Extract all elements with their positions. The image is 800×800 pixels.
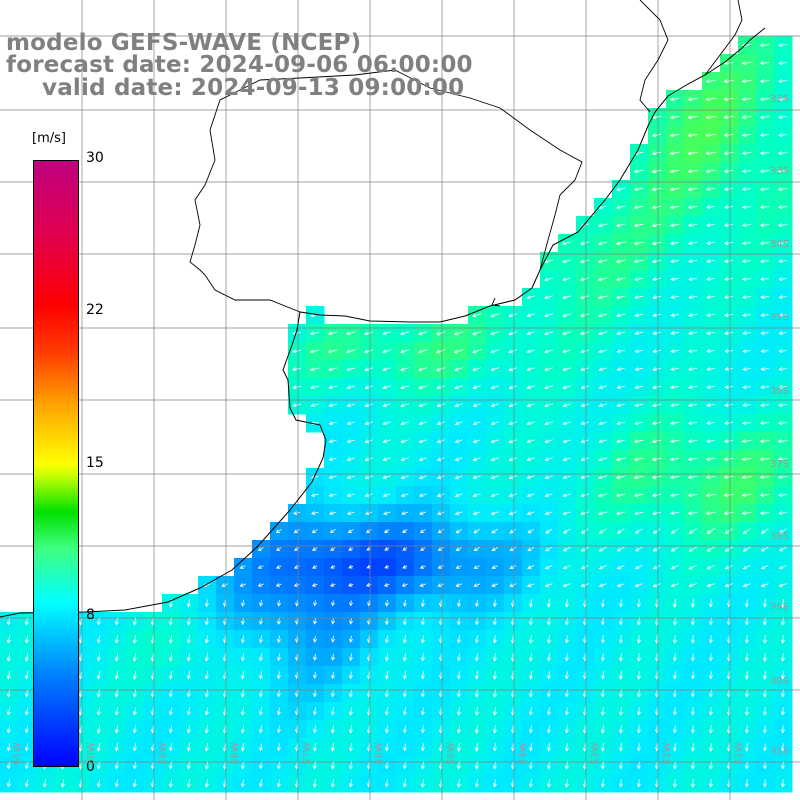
wind-speed-field (0, 36, 793, 793)
colorbar-tick-30: 30 (86, 150, 104, 166)
lat-label-36S: 36S (770, 386, 790, 397)
lat-label-38S: 38S (770, 531, 790, 542)
colorbar-tick-8: 8 (86, 607, 95, 623)
lon-label-59W: 59W (158, 742, 169, 765)
colorbar (33, 160, 79, 767)
valid-date: valid date: 2024-09-13 09:00:00 (42, 75, 465, 101)
lat-label-35S: 35S (770, 312, 790, 323)
lat-label-39S: 39S (770, 602, 790, 613)
colorbar-tick-15: 15 (86, 455, 104, 471)
lon-label-58W: 58W (230, 742, 241, 765)
coastline (0, 0, 766, 618)
lat-label-40S: 40S (770, 676, 790, 687)
colorbar-tick-0: 0 (86, 759, 95, 775)
lon-label-56W: 56W (374, 742, 385, 765)
forecast-date: forecast date: 2024-09-06 06:00:00 (6, 52, 473, 78)
model-title: modelo GEFS-WAVE (NCEP) (6, 30, 362, 56)
lat-label-32S: 32S (770, 94, 790, 105)
lon-label-60W: 60W (86, 742, 97, 765)
lat-label-33S: 33S (770, 166, 790, 177)
lat-label-41S: 41S (770, 746, 790, 757)
lon-label-55W: 55W (446, 742, 457, 765)
lon-label-61W: 61W (12, 742, 23, 765)
lon-label-53W: 53W (590, 742, 601, 765)
lon-label-51W: 51W (734, 742, 745, 765)
lon-label-57W: 57W (302, 742, 313, 765)
colorbar-unit: [m/s] (32, 131, 66, 146)
lat-label-34S: 34S (770, 239, 790, 250)
lon-label-52W: 52W (662, 742, 673, 765)
lon-label-54W: 54W (518, 742, 529, 765)
lat-label-37S: 37S (770, 459, 790, 470)
colorbar-tick-22: 22 (86, 302, 104, 318)
